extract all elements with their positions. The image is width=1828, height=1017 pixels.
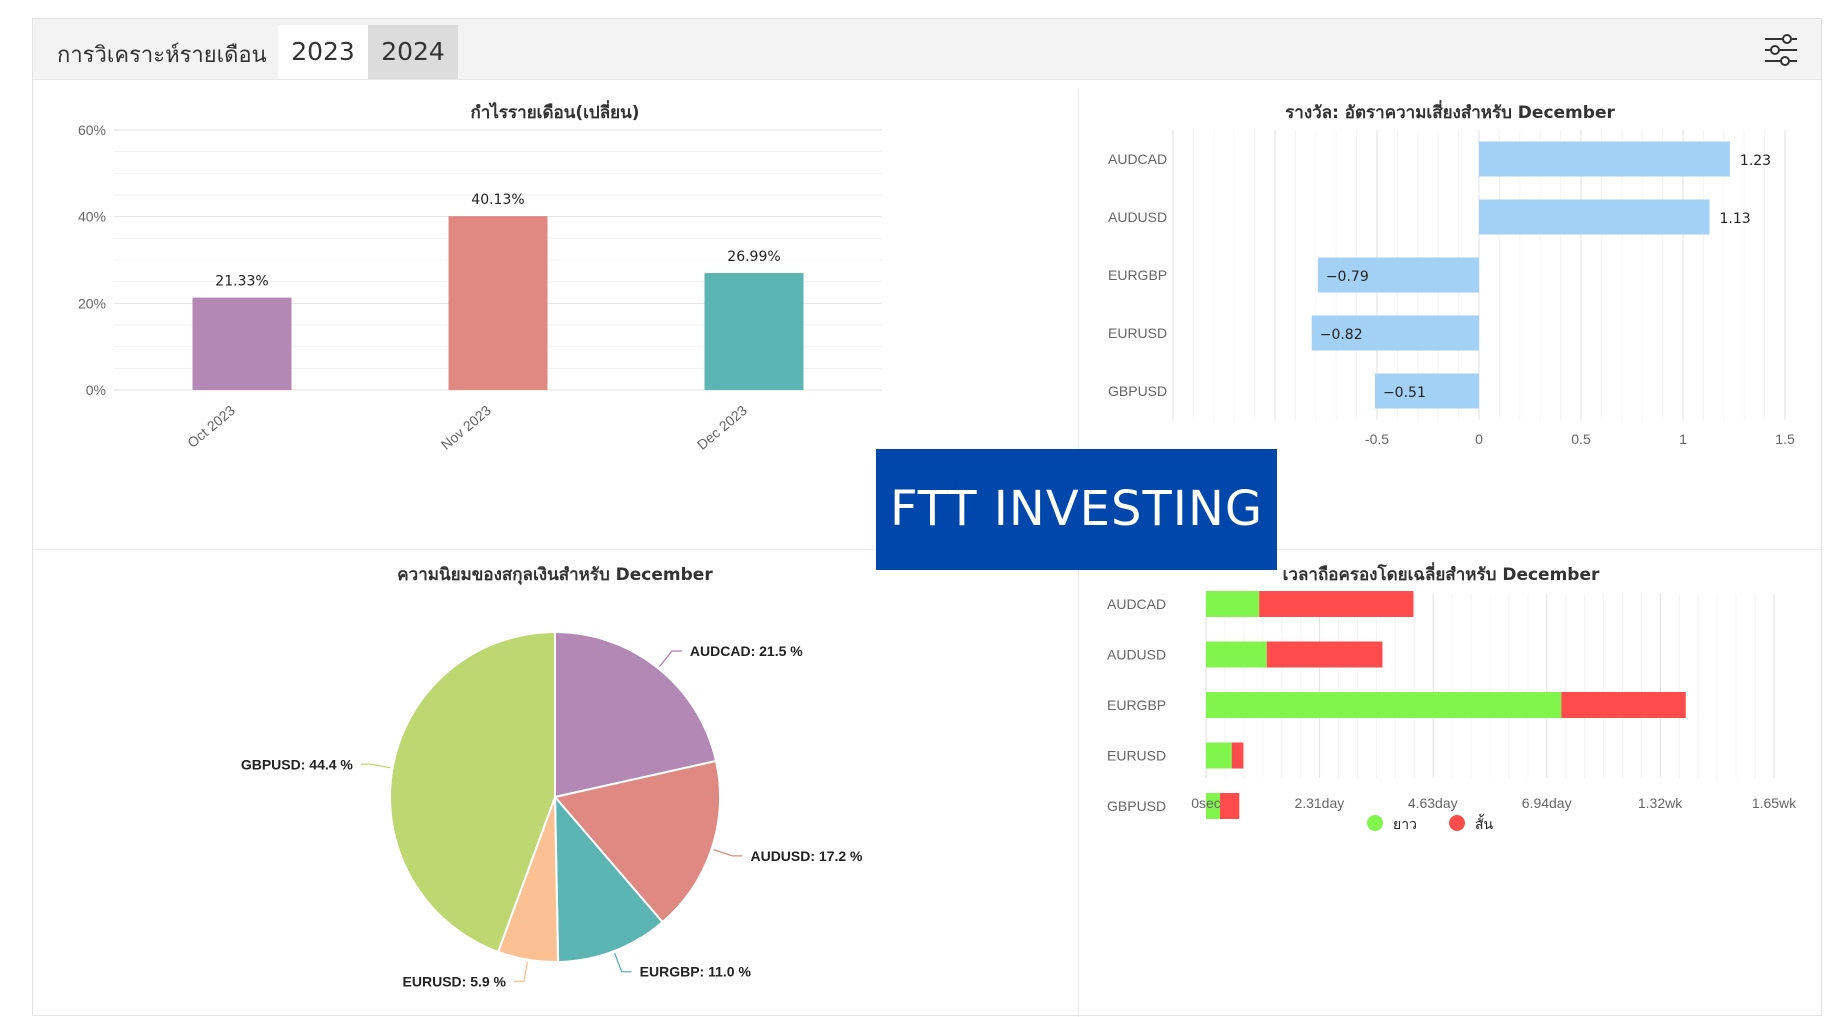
y-tick-label: EURGBP [1108, 267, 1167, 283]
monthly-profit-chart: กำไรรายเดือน(เปลี่ยน) 21.33% 40.13% 26.99%… [78, 100, 882, 453]
tab-2023[interactable]: 2023 [278, 25, 368, 79]
x-tick-label: 1 [1679, 431, 1687, 447]
y-tick-label: AUDUSD [1107, 647, 1166, 663]
bar-dec-2023 [704, 273, 804, 390]
y-tick-label: 60% [78, 122, 106, 138]
pie-connector [613, 952, 632, 973]
bar-audusd-long [1206, 641, 1267, 668]
pie-slice-gbpusd [389, 630, 556, 954]
bar-value-label: 26.99% [727, 249, 780, 265]
x-tick-label: 1.32wk [1638, 795, 1683, 811]
page-title: การวิเคราะห์รายเดือน [57, 43, 267, 68]
pie-connector [514, 961, 528, 983]
pie-label: EURGBP: 11.0 % [640, 964, 752, 980]
legend-label: สั้น [1475, 814, 1494, 833]
bar-eurgbp-long [1206, 692, 1562, 718]
x-tick-label: 1.65wk [1752, 795, 1797, 811]
y-tick-label: AUDCAD [1107, 596, 1166, 612]
bar-audusd [1479, 199, 1710, 235]
pie-connector [360, 763, 391, 769]
monthly-analysis-panel: การวิเคราะห์รายเดือน 2023 2024 [32, 18, 1822, 1017]
bar-audcad-long [1206, 591, 1260, 617]
tab-2024[interactable]: 2024 [368, 25, 458, 79]
bar-value-label: 21.33% [215, 274, 268, 290]
bar-oct-2023 [192, 297, 292, 390]
y-tick-label: 20% [78, 295, 106, 311]
x-tick-label: 2.31day [1294, 795, 1344, 811]
pie-label: AUDCAD: 21.5 % [690, 643, 803, 659]
bar-eurgbp-short [1561, 692, 1686, 718]
pie-connector [713, 848, 743, 857]
x-tick-label: 0.5 [1571, 431, 1591, 447]
pie-label: AUDUSD: 17.2 % [750, 848, 863, 864]
x-tick-label: 1.5 [1775, 431, 1795, 447]
pie-label: GBPUSD: 44.4 % [241, 756, 354, 772]
bar-value-label: 1.13 [1720, 211, 1751, 227]
bar-eurgbp [1317, 257, 1479, 293]
bar-gbpusd-long [1206, 793, 1221, 819]
y-tick-label: 0% [86, 382, 106, 398]
chart-title: รางวัล: อัตราความเสี่ยงสำหรับ December [1285, 100, 1615, 123]
x-tick-label: Dec 2023 [694, 402, 750, 453]
pie-slice-audcad [554, 630, 718, 799]
bar-audusd-short [1266, 641, 1383, 668]
x-tick-label: Nov 2023 [438, 402, 494, 453]
legend-label: ยาว [1393, 817, 1417, 833]
x-tick-label: 0sec [1191, 795, 1221, 811]
bar-value-label: 1.23 [1740, 153, 1771, 169]
watermark-banner: FTT INVESTING [876, 449, 1277, 570]
bar-audcad [1479, 141, 1730, 177]
bar-value-label: −0.51 [1383, 385, 1426, 401]
y-tick-label: EURUSD [1108, 325, 1167, 341]
chart-title: กำไรรายเดือน(เปลี่ยน) [471, 100, 640, 123]
bar-value-label: −0.82 [1320, 327, 1363, 343]
x-tick-label: -0.5 [1365, 431, 1389, 447]
pie-slice-audusd [553, 759, 721, 924]
chart-title: เวลาถือครองโดยเฉลี่ยสำหรับ December [1283, 562, 1600, 585]
pie-connector [658, 650, 682, 668]
x-tick-label: 6.94day [1522, 795, 1572, 811]
y-tick-label: AUDUSD [1108, 209, 1167, 225]
sliders-filter-icon[interactable] [1763, 33, 1799, 67]
bar-nov-2023 [448, 216, 548, 390]
y-tick-label: GBPUSD [1107, 798, 1166, 814]
chart-title: ความนิยมของสกุลเงินสำหรับ December [397, 565, 713, 585]
y-tick-label: 40% [78, 209, 106, 225]
reward-risk-chart: รางวัล: อัตราความเสี่ยงสำหรับ December 1… [1108, 100, 1795, 447]
x-tick-label: 0 [1475, 431, 1483, 447]
bar-eurusd [1311, 315, 1479, 351]
top-bar: การวิเคราะห์รายเดือน 2023 2024 [33, 19, 1821, 80]
holding-time-chart: เวลาถือครองโดยเฉลี่ยสำหรับ December 0sec… [1107, 562, 1797, 833]
currency-popularity-chart: ความนิยมของสกุลเงินสำหรับ December AUDCA… [241, 565, 863, 989]
legend-marker-long [1367, 815, 1383, 831]
legend-marker-short [1449, 815, 1465, 831]
y-tick-label: EURGBP [1107, 697, 1166, 713]
x-tick-label: 4.63day [1408, 795, 1458, 811]
bar-eurusd-short [1231, 742, 1244, 769]
x-tick-label: Oct 2023 [184, 402, 238, 451]
bar-audcad-short [1259, 591, 1414, 617]
bar-value-label: −0.79 [1326, 269, 1369, 285]
bar-eurusd-long [1206, 742, 1232, 769]
bar-value-label: 40.13% [471, 192, 524, 208]
y-tick-label: EURUSD [1107, 748, 1166, 764]
bar-gbpusd [1374, 373, 1479, 409]
y-tick-label: AUDCAD [1108, 151, 1167, 167]
bar-gbpusd-short [1220, 793, 1240, 819]
pie-slice-eurgbp [553, 794, 664, 963]
pie-label: EURUSD: 5.9 % [403, 973, 507, 989]
y-tick-label: GBPUSD [1108, 383, 1167, 399]
